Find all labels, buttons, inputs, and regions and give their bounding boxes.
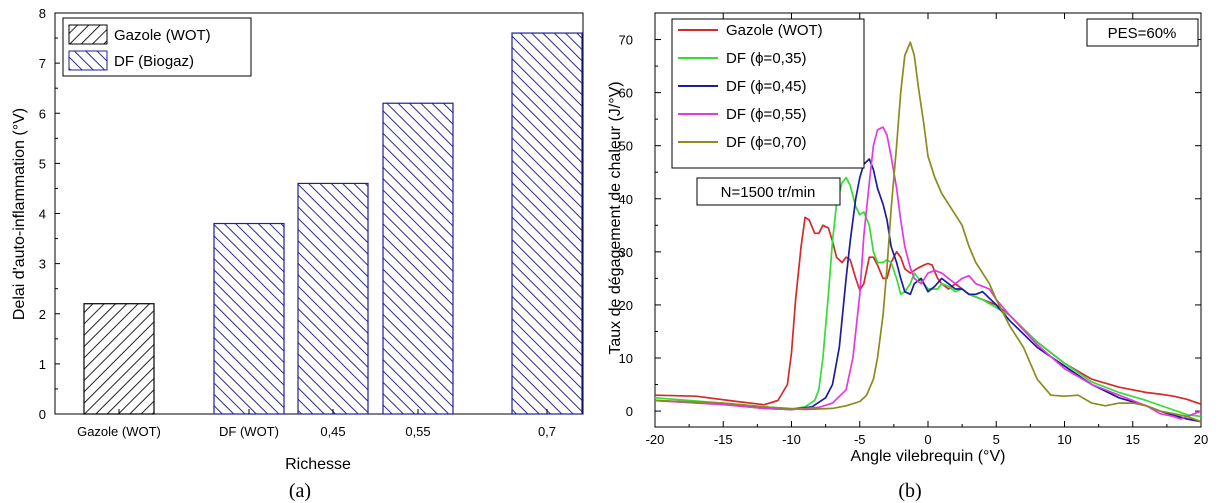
x-tick-label-b: -15 — [714, 432, 733, 447]
y-tick-label-b: 70 — [619, 33, 633, 48]
y-tick-label-b: 0 — [626, 404, 633, 419]
x-axis-label-b: Angle vilebrequin (°V) — [851, 448, 1006, 465]
series-line-gazole — [655, 216, 1201, 406]
legend-a: Gazole (WOT) DF (Biogaz) — [62, 17, 252, 77]
legend-label-df: DF (Biogaz) — [114, 53, 194, 70]
x-axis-label-a: Richesse — [285, 456, 351, 473]
legend-label-df-055: DF (ϕ=0,55) — [726, 106, 807, 123]
y-tick-label-a: 6 — [39, 106, 46, 121]
y-tick-label-a: 2 — [39, 307, 46, 322]
y-tick-label-b: 60 — [619, 86, 633, 101]
annotation-pes: PES=60% — [1108, 25, 1177, 42]
legend-label-gazole: Gazole (WOT) — [726, 22, 823, 39]
series-lines-b — [655, 41, 1201, 423]
x-tick-label-a: 0,7 — [538, 424, 556, 439]
annotation-box-speed — [696, 177, 841, 206]
y-tick-label-a: 3 — [39, 257, 46, 272]
legend-label-gazole: Gazole (WOT) — [114, 27, 211, 44]
series-line-df-055 — [655, 126, 1201, 420]
legend-swatch-df — [68, 50, 108, 71]
legend-label-df-035: DF (ϕ=0,35) — [726, 50, 807, 67]
annotation-box-pes — [1086, 18, 1199, 47]
x-tick-label-b: 20 — [1194, 432, 1208, 447]
caption-a: (a) — [289, 480, 311, 502]
y-tick-label-b: 40 — [619, 192, 633, 207]
legend-swatch-gazole — [68, 24, 108, 45]
legend-box-b — [671, 18, 865, 169]
x-tick-label-b: -20 — [646, 432, 665, 447]
y-tick-label-a: 8 — [39, 6, 46, 21]
bars-a — [83, 32, 583, 415]
bar-df-1 — [213, 222, 285, 415]
y-tick-label-a: 4 — [39, 207, 46, 222]
x-tick-label-a: Gazole (WOT) — [77, 424, 161, 439]
x-tick-label-b: 15 — [1126, 432, 1140, 447]
y-tick-label-b: 30 — [619, 245, 633, 260]
bar-df-2 — [297, 182, 369, 415]
y-tick-label-b: 20 — [619, 298, 633, 313]
series-line-df-070 — [655, 41, 1201, 423]
x-tick-label-a: 0,55 — [405, 424, 430, 439]
x-tick-label-b: 5 — [993, 432, 1000, 447]
y-tick-label-b: 50 — [619, 139, 633, 154]
x-tick-label-b: 10 — [1057, 432, 1071, 447]
series-line-df-035 — [655, 176, 1201, 418]
annotation-speed: N=1500 tr/min — [721, 184, 816, 201]
x-tick-label-b: 0 — [924, 432, 931, 447]
bar-gazole-0 — [83, 303, 155, 415]
y-tick-label-a: 1 — [39, 357, 46, 372]
y-tick-label-a: 0 — [39, 407, 46, 422]
legend-label-df-070: DF (ϕ=0,70) — [726, 134, 807, 151]
x-axis-a: Gazole (WOT) DF (WOT) 0,45 0,55 0,7 — [77, 409, 556, 439]
x-tick-label-b: -5 — [854, 432, 866, 447]
x-tick-label-a: 0,45 — [320, 424, 345, 439]
y-tick-label-a: 7 — [39, 56, 46, 71]
bar-df-4 — [511, 32, 583, 415]
y-tick-label-b: 10 — [619, 351, 633, 366]
x-tick-label-b: -10 — [782, 432, 801, 447]
bar-chart-a: 0 1 2 3 4 5 6 7 8 Gazole (WOT) DF (WOT) 0,45 0,55 0,… — [11, 6, 584, 502]
y-axis-label-a: Delai d'auto-inflammation (°V) — [11, 108, 28, 320]
x-axis-b: -20 -15 -10 -5 0 5 10 15 20 — [646, 13, 1208, 447]
bar-df-3 — [382, 102, 454, 415]
legend-label-df-045: DF (ϕ=0,45) — [726, 78, 807, 95]
y-tick-label-a: 5 — [39, 156, 46, 171]
caption-b: (b) — [898, 480, 921, 502]
x-tick-label-a: DF (WOT) — [219, 424, 279, 439]
legend-b: Gazole (WOT) DF (ϕ=0,35) DF (ϕ=0,45) DF (ϕ=… — [671, 18, 865, 169]
line-chart-b: -20 -15 -10 -5 0 5 10 15 20 0 10 20 30 40 50 60 70 Angl… — [607, 12, 1208, 502]
y-axis-label-b: Taux de dégagement de chaleur (J/°V) — [607, 81, 624, 354]
